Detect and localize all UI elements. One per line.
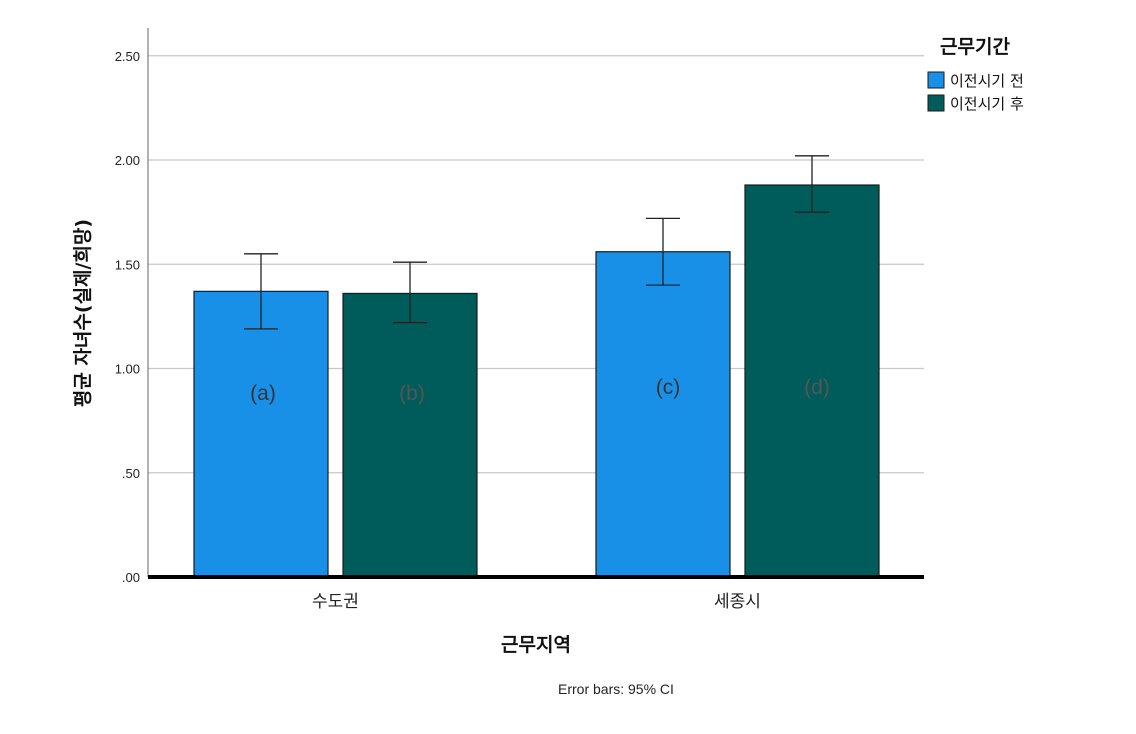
legend-label: 이전시기 전 xyxy=(950,72,1024,90)
error-bars xyxy=(244,155,829,330)
bars xyxy=(193,184,880,578)
x-tick-labels: 수도권 세종시 xyxy=(312,592,761,612)
legend-swatch xyxy=(927,71,945,89)
bar-2-2 xyxy=(744,184,880,578)
axes xyxy=(147,28,924,579)
bar-1-1 xyxy=(193,290,329,578)
bar-annotation: (d) xyxy=(804,376,830,399)
bar-2-1 xyxy=(595,251,731,578)
error-bars-footnote: Error bars: 95% CI xyxy=(558,681,674,697)
y-tick-label: .00 xyxy=(122,570,140,585)
x-axis-title: 근무지역 xyxy=(501,634,571,656)
bar-annotations: (a) (b) (c) (d) xyxy=(250,376,830,405)
y-tick-label: 2.00 xyxy=(115,153,140,168)
legend-label: 이전시기 후 xyxy=(950,95,1024,113)
bar-annotation: (c) xyxy=(656,376,681,399)
x-tick-label: 수도권 xyxy=(312,592,359,612)
bar-annotation: (a) xyxy=(250,382,276,405)
y-tick-labels: .00 .50 1.00 1.50 2.00 2.50 xyxy=(115,49,140,585)
y-tick-label: 1.50 xyxy=(115,257,140,272)
bar-1-2 xyxy=(342,292,478,578)
bar-annotation: (b) xyxy=(399,382,425,405)
y-tick-label: 2.50 xyxy=(115,49,140,64)
x-tick-label: 세종시 xyxy=(714,592,761,612)
legend-title: 근무기간 xyxy=(940,36,1010,58)
legend-swatch xyxy=(927,94,945,112)
y-axis-title: 평균 자녀수(실제/희망) xyxy=(72,219,94,407)
y-tick-label: 1.00 xyxy=(115,362,140,377)
y-tick-label: .50 xyxy=(122,466,140,481)
